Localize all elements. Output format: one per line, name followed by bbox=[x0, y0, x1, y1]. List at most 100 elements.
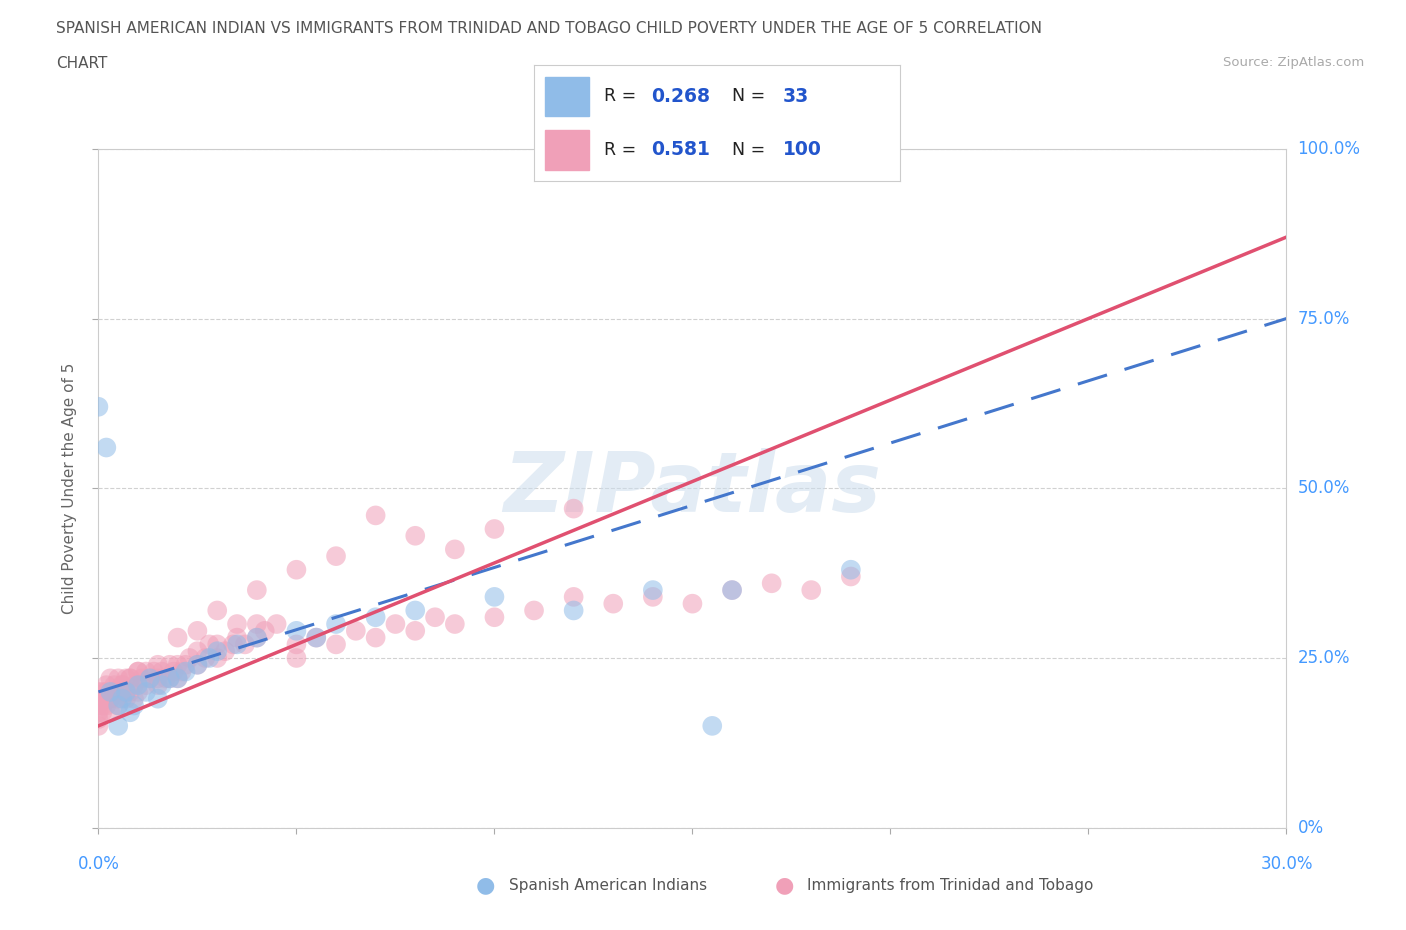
Point bbox=[170, 664, 193, 679]
Point bbox=[87, 684, 110, 699]
Point bbox=[159, 671, 181, 685]
Point bbox=[146, 658, 169, 672]
Point bbox=[96, 678, 118, 693]
Point bbox=[246, 582, 269, 598]
Point bbox=[364, 610, 387, 625]
Point bbox=[96, 440, 118, 455]
Point bbox=[423, 610, 446, 625]
Point bbox=[87, 399, 110, 414]
Point bbox=[146, 691, 169, 706]
Bar bbox=[546, 130, 589, 170]
Text: 0.0%: 0.0% bbox=[77, 856, 120, 873]
Text: ●: ● bbox=[475, 875, 495, 896]
Point bbox=[146, 678, 169, 693]
Text: 0.268: 0.268 bbox=[651, 87, 710, 106]
Point bbox=[155, 671, 177, 685]
Point bbox=[120, 671, 142, 685]
Point bbox=[404, 623, 426, 638]
Text: 33: 33 bbox=[783, 87, 808, 106]
Point bbox=[484, 610, 506, 625]
Point bbox=[186, 644, 208, 658]
Text: CHART: CHART bbox=[56, 56, 108, 71]
Point bbox=[107, 691, 129, 706]
Point bbox=[91, 684, 114, 699]
Point bbox=[135, 684, 157, 699]
Point bbox=[174, 658, 197, 672]
Point bbox=[103, 678, 125, 693]
Point bbox=[122, 678, 145, 693]
Point bbox=[127, 684, 149, 699]
Point bbox=[159, 671, 181, 685]
Point bbox=[150, 664, 173, 679]
Point bbox=[87, 705, 110, 720]
Point bbox=[91, 705, 114, 720]
Point bbox=[166, 671, 188, 685]
Point bbox=[344, 623, 367, 638]
Point bbox=[800, 582, 823, 598]
Point bbox=[404, 528, 426, 543]
Point bbox=[120, 671, 142, 685]
Text: SPANISH AMERICAN INDIAN VS IMMIGRANTS FROM TRINIDAD AND TOBAGO CHILD POVERTY UND: SPANISH AMERICAN INDIAN VS IMMIGRANTS FR… bbox=[56, 21, 1042, 36]
Point bbox=[96, 684, 118, 699]
Point bbox=[87, 718, 110, 733]
Point bbox=[721, 582, 744, 598]
Point bbox=[233, 637, 256, 652]
Point bbox=[120, 684, 142, 699]
Point bbox=[174, 664, 197, 679]
Point bbox=[325, 549, 347, 564]
Point bbox=[226, 631, 249, 645]
Point bbox=[266, 617, 288, 631]
Text: 50.0%: 50.0% bbox=[1298, 479, 1350, 498]
Point bbox=[641, 590, 664, 604]
Point bbox=[98, 691, 121, 706]
Point bbox=[325, 637, 347, 652]
Point bbox=[205, 637, 228, 652]
Point bbox=[127, 664, 149, 679]
Point bbox=[641, 582, 664, 598]
Point bbox=[523, 603, 546, 618]
Point bbox=[305, 631, 328, 645]
Point bbox=[111, 678, 134, 693]
Point bbox=[325, 617, 347, 631]
Point bbox=[163, 664, 186, 679]
Point bbox=[166, 631, 188, 645]
Point bbox=[681, 596, 703, 611]
Point bbox=[305, 631, 328, 645]
Text: R =: R = bbox=[603, 141, 641, 159]
Point bbox=[444, 542, 467, 557]
Point bbox=[285, 651, 308, 666]
Text: 0.581: 0.581 bbox=[651, 140, 710, 159]
Point bbox=[222, 637, 245, 652]
Point bbox=[484, 522, 506, 537]
Point bbox=[194, 651, 217, 666]
Point bbox=[115, 691, 138, 706]
Point bbox=[111, 684, 134, 699]
Point bbox=[103, 684, 125, 699]
Point bbox=[186, 623, 208, 638]
Point bbox=[721, 582, 744, 598]
Point bbox=[150, 678, 173, 693]
Text: 30.0%: 30.0% bbox=[1260, 856, 1313, 873]
Point bbox=[384, 617, 406, 631]
Point bbox=[111, 678, 134, 693]
Point bbox=[404, 603, 426, 618]
Text: 100.0%: 100.0% bbox=[1298, 140, 1361, 158]
Point bbox=[135, 678, 157, 693]
Point bbox=[285, 563, 308, 578]
Point bbox=[702, 718, 724, 733]
Point bbox=[96, 698, 118, 713]
Point bbox=[198, 637, 221, 652]
Point bbox=[602, 596, 624, 611]
Point bbox=[214, 644, 236, 658]
Point bbox=[131, 671, 153, 685]
Text: ●: ● bbox=[775, 875, 794, 896]
Point bbox=[205, 651, 228, 666]
Point bbox=[839, 563, 862, 578]
Point bbox=[562, 590, 585, 604]
Point bbox=[103, 684, 125, 699]
Point bbox=[226, 637, 249, 652]
Point bbox=[115, 671, 138, 685]
Point bbox=[364, 508, 387, 523]
Point bbox=[205, 603, 228, 618]
Point bbox=[91, 691, 114, 706]
